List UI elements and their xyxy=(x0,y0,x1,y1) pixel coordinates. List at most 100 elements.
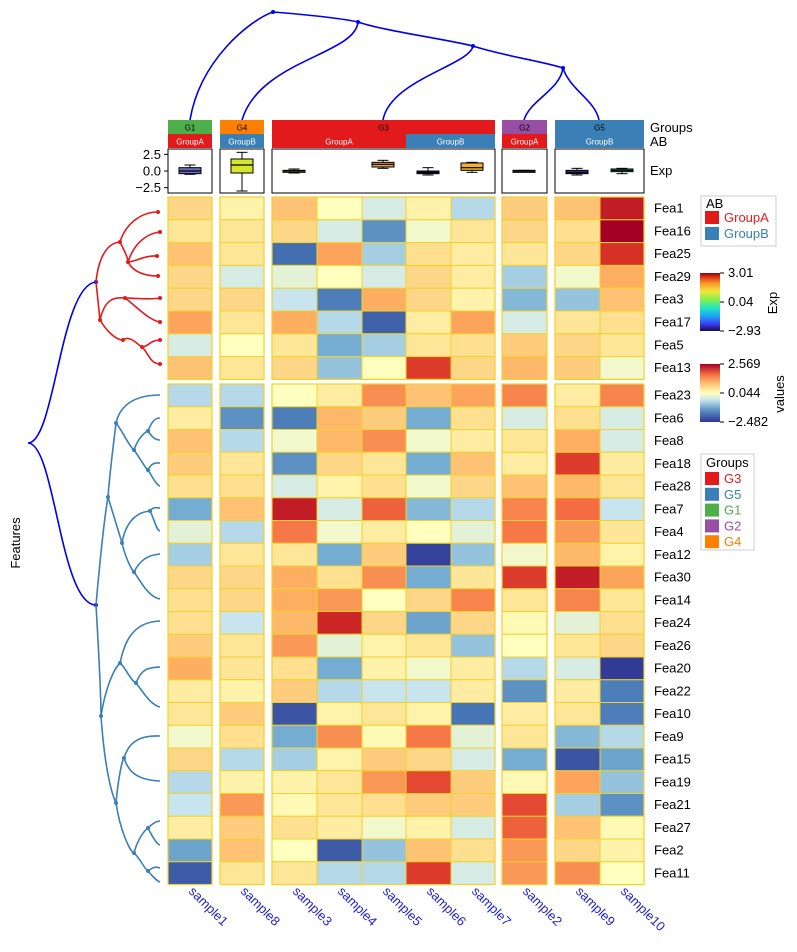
row-label: Fea14 xyxy=(654,592,691,607)
heatmap-cell xyxy=(450,656,496,681)
heatmap-cell xyxy=(599,815,645,840)
heatmap-cell xyxy=(501,838,548,863)
row-dendrogram-branch xyxy=(115,422,135,451)
heatmap-cell xyxy=(361,588,407,613)
sample-label: sample6 xyxy=(424,884,469,929)
row-dendrogram-node xyxy=(158,230,162,234)
heatmap-cell xyxy=(501,815,548,840)
heatmap-slice-border xyxy=(219,383,265,886)
row-dendrogram-node xyxy=(155,254,159,258)
legend-ab-label-groupa: GroupA xyxy=(724,210,769,225)
heatmap-cell xyxy=(271,497,318,522)
heatmap-cell xyxy=(599,520,645,544)
row-dendrogram-root-branch xyxy=(27,442,97,606)
heatmap-cell xyxy=(405,474,452,499)
row-label: Fea2 xyxy=(654,843,684,858)
heatmap-cell xyxy=(450,356,496,380)
heatmap-cell xyxy=(271,383,318,408)
heatmap-cell xyxy=(450,724,496,749)
heatmap-cell xyxy=(271,310,318,335)
row-dendrogram-branch xyxy=(135,666,161,684)
heatmap-cell xyxy=(405,565,452,590)
row-label: Fea22 xyxy=(654,683,691,698)
heatmap-cell xyxy=(554,497,601,522)
row-dendrogram-node xyxy=(98,318,102,322)
row-label: Fea26 xyxy=(654,638,691,653)
heatmap-cell xyxy=(501,770,548,795)
row-label: Fea3 xyxy=(654,292,684,307)
heatmap-cell xyxy=(316,633,363,658)
heatmap-cell xyxy=(167,429,213,453)
heatmap-cell xyxy=(219,565,265,590)
heatmap-cell xyxy=(554,656,601,681)
heatmap-cell xyxy=(361,264,407,289)
heatmap-cell xyxy=(599,588,645,613)
heatmap-cell xyxy=(599,242,645,266)
heatmap-cell xyxy=(554,520,601,544)
heatmap-cell xyxy=(450,679,496,704)
heatmap-cell xyxy=(405,611,452,635)
heatmap-cell xyxy=(316,219,363,244)
heatmap-cell xyxy=(219,656,265,681)
row-dendrogram-branch xyxy=(100,715,117,804)
heatmap-cell xyxy=(316,542,363,567)
heatmap-cell xyxy=(316,770,363,795)
row-label: Fea8 xyxy=(654,433,684,448)
row-dendrogram-node xyxy=(123,296,127,300)
heatmap-cell xyxy=(271,356,318,380)
row-dendrogram xyxy=(27,210,162,883)
heatmap-cell xyxy=(405,310,452,335)
heatmap-cell xyxy=(219,219,265,244)
heatmap-cell xyxy=(219,310,265,335)
heatmap-cell xyxy=(554,196,601,221)
ab-bar-groupa xyxy=(168,134,212,148)
heatmap-cell xyxy=(219,497,265,522)
exp-annotation-label: Exp xyxy=(650,163,672,178)
heatmap-slice-border xyxy=(167,383,213,886)
row-label: Fea10 xyxy=(654,706,691,721)
heatmap-cell xyxy=(405,702,452,726)
row-dendrogram-branch xyxy=(95,241,121,283)
heatmap-cell xyxy=(361,838,407,863)
heatmap-cell xyxy=(554,770,601,795)
heatmap-cell xyxy=(167,196,213,221)
sample-label: sample3 xyxy=(290,884,335,929)
group-bar-g4 xyxy=(220,120,264,134)
heatmap-cell xyxy=(361,542,407,567)
heatmap-slice-border xyxy=(501,196,548,380)
row-dendrogram-branch xyxy=(122,337,143,348)
row-label: Fea12 xyxy=(654,547,691,562)
heatmap-cell xyxy=(501,565,548,590)
row-dendrogram-node xyxy=(158,338,162,342)
heatmap-cell xyxy=(316,287,363,312)
row-dendrogram-branch xyxy=(115,802,135,854)
heatmap-cell xyxy=(450,429,496,453)
row-label: Fea5 xyxy=(654,337,684,352)
heatmap-cell xyxy=(361,310,407,335)
heatmap-cell xyxy=(167,242,213,266)
heatmap-cell xyxy=(405,838,452,863)
heatmap-cell xyxy=(405,242,452,266)
row-dendrogram-node xyxy=(158,362,162,366)
row-dendrogram-root-branch xyxy=(27,281,97,444)
legend-values-title: values xyxy=(772,375,787,413)
column-dendrogram-branch xyxy=(472,45,564,69)
heatmap-cell xyxy=(167,287,213,312)
row-dendrogram-branch xyxy=(107,422,117,498)
heatmap-cell xyxy=(316,474,363,499)
heatmap-cell xyxy=(405,520,452,544)
row-dendrogram-branch xyxy=(95,604,102,717)
ab-bar-groupb xyxy=(220,134,264,148)
heatmap-cell xyxy=(599,838,645,863)
row-dendrogram-branch xyxy=(147,820,161,829)
heatmap-cell xyxy=(554,451,601,476)
exp-box xyxy=(460,162,484,171)
heatmap-cell xyxy=(599,333,645,358)
heatmap-cell xyxy=(405,815,452,840)
heatmap-cell xyxy=(316,815,363,840)
heatmap-cell xyxy=(167,747,213,772)
legend-groups-swatch xyxy=(705,503,719,517)
heatmap-cell xyxy=(599,656,645,681)
heatmap-cell xyxy=(501,383,548,408)
